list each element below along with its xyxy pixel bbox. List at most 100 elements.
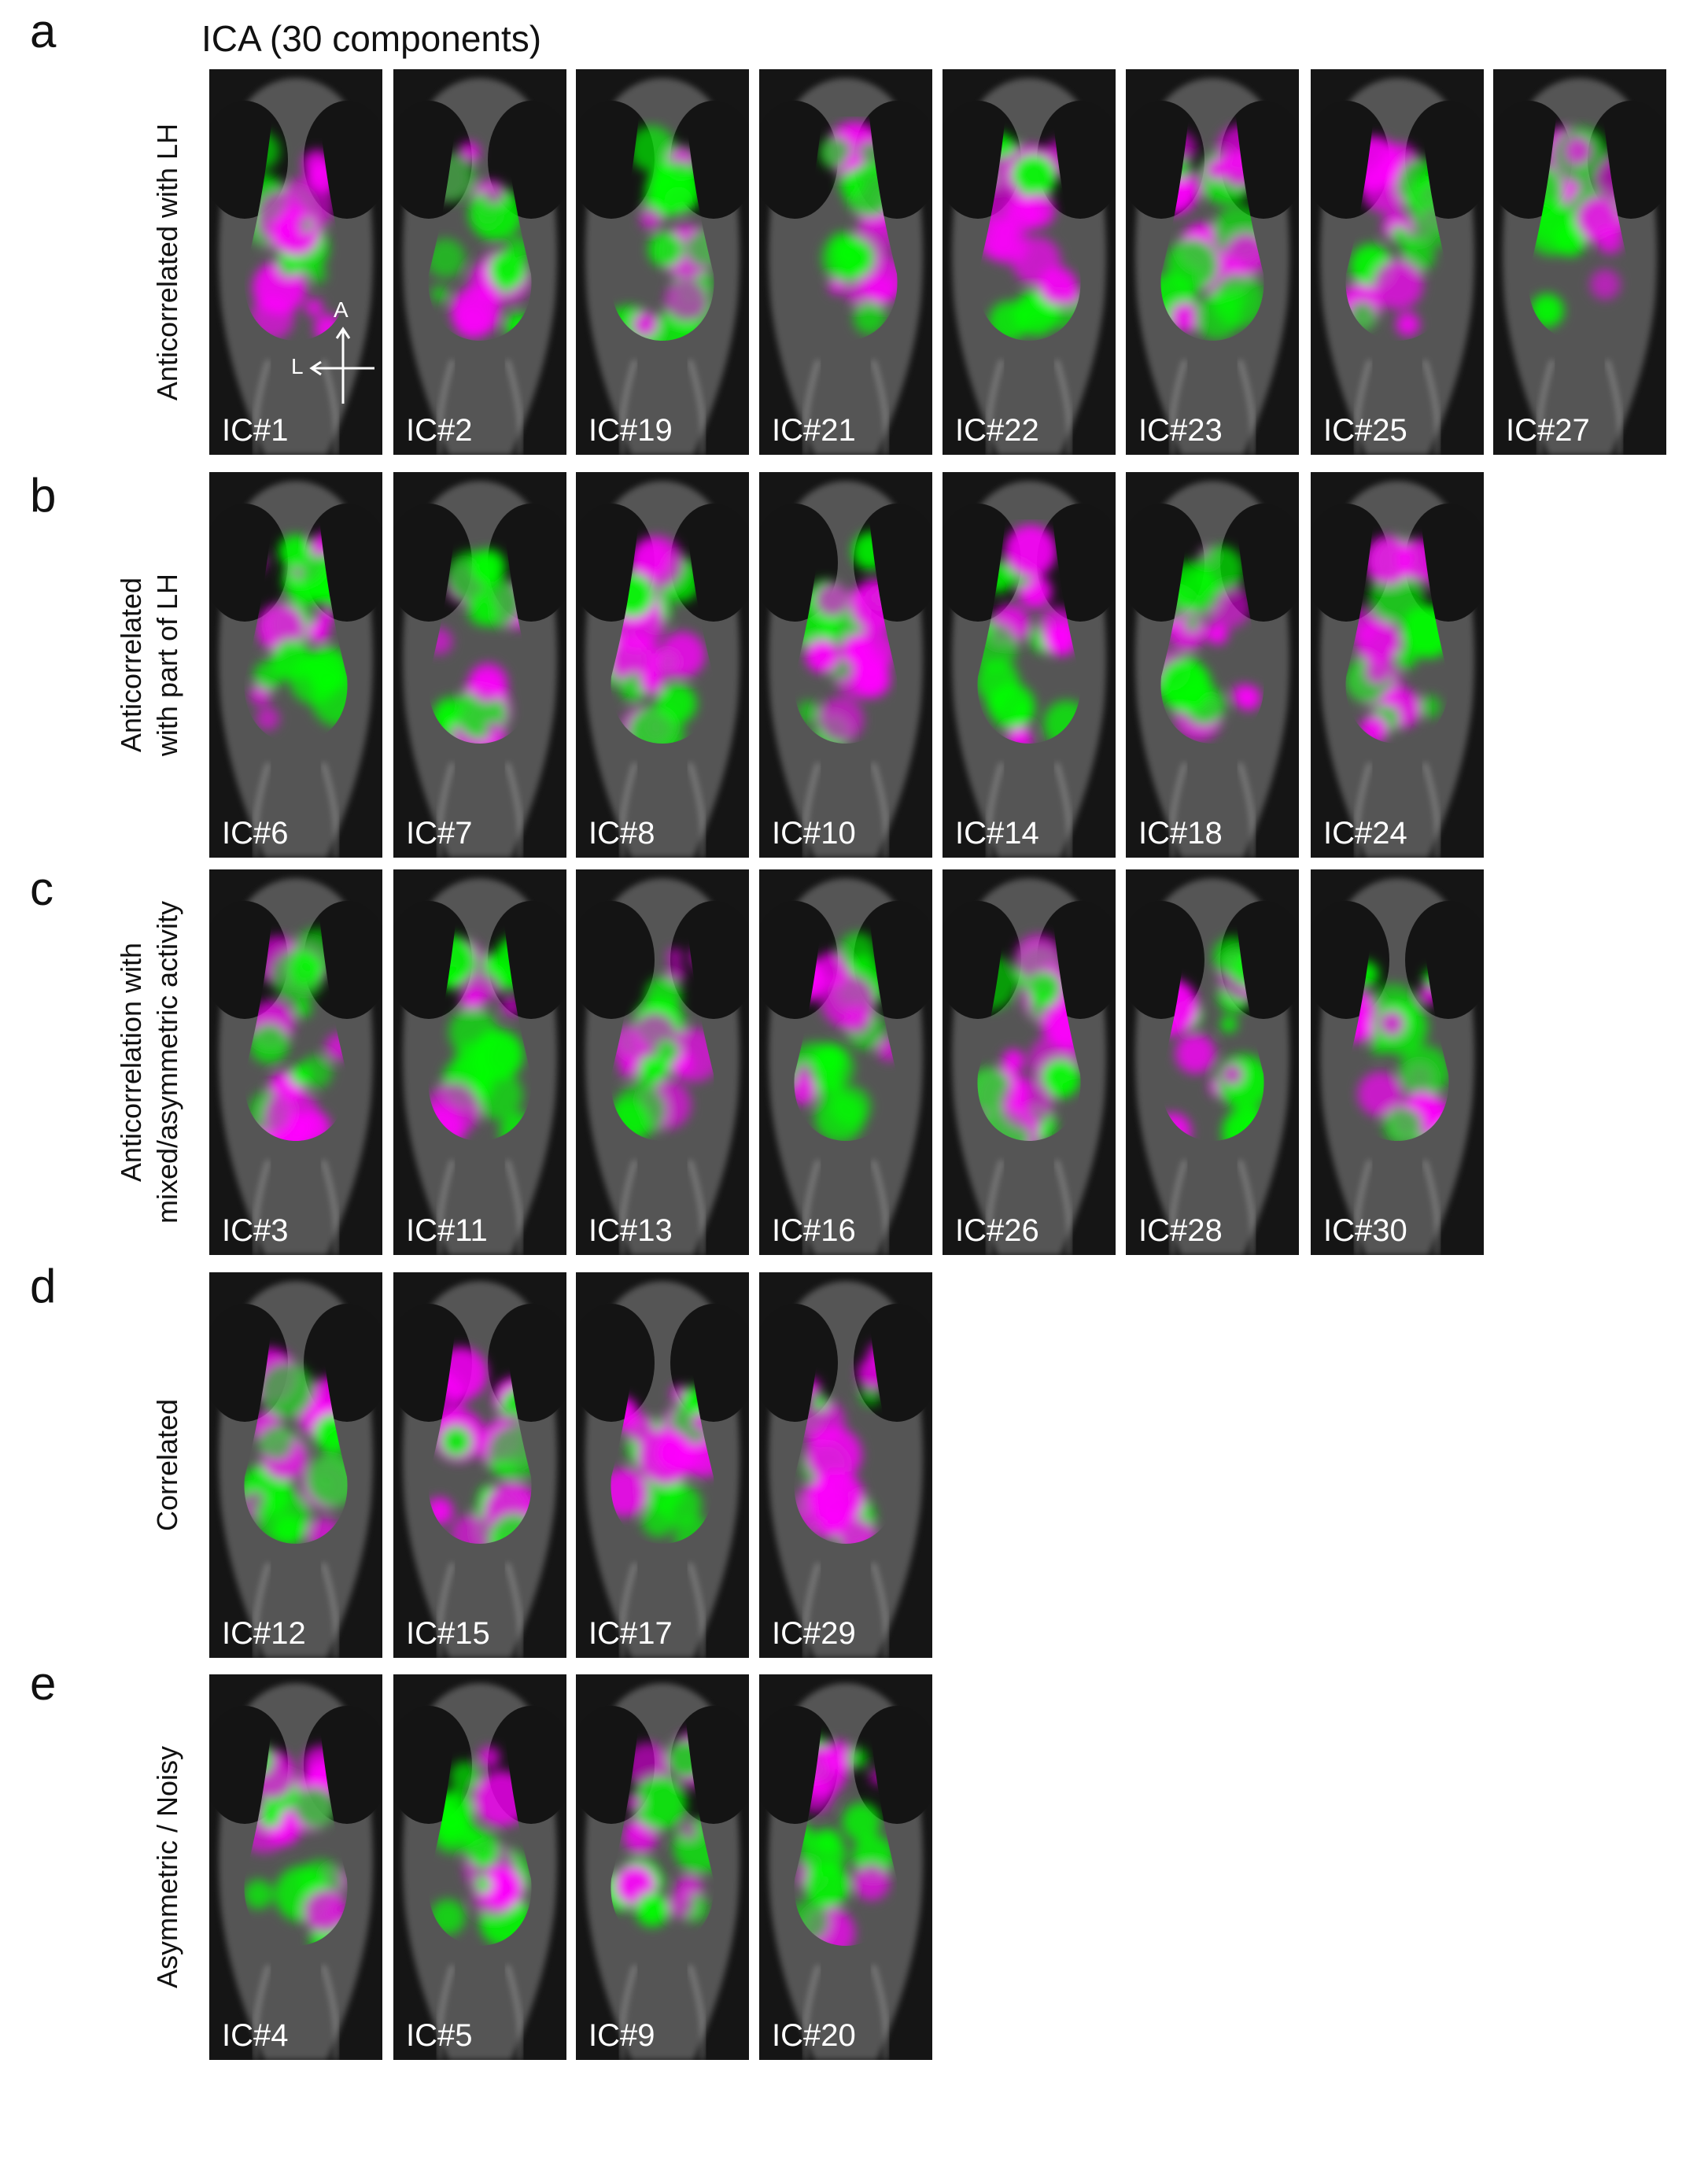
panel-letter-b: b bbox=[30, 469, 57, 522]
brain-image bbox=[759, 1683, 932, 2060]
brain-panel: IC#3 bbox=[209, 869, 382, 1255]
panel-letter-c: c bbox=[30, 862, 53, 915]
component-label: IC#14 bbox=[955, 816, 1039, 851]
row-label-line: Correlated bbox=[151, 1398, 183, 1532]
component-label: IC#16 bbox=[772, 1213, 856, 1248]
row-label-line: with part of LH bbox=[151, 573, 183, 757]
component-label: IC#13 bbox=[588, 1213, 673, 1248]
component-label: IC#3 bbox=[222, 1213, 289, 1248]
row-label-line: mixed/asymmetric activity bbox=[151, 900, 183, 1224]
brain-image bbox=[393, 878, 566, 1255]
brain-panel: IC#8 bbox=[576, 472, 749, 858]
component-label: IC#5 bbox=[406, 2018, 473, 2053]
component-label: IC#20 bbox=[772, 2018, 856, 2053]
brain-panel: IC#7 bbox=[393, 472, 566, 858]
brain-panel: IC#30 bbox=[1311, 869, 1484, 1255]
brain-image bbox=[393, 1281, 566, 1658]
brain-image bbox=[1311, 481, 1484, 858]
row-label: Correlated bbox=[149, 1272, 186, 1658]
brain-image bbox=[759, 1281, 932, 1658]
component-label: IC#1 bbox=[222, 413, 289, 448]
component-label: IC#28 bbox=[1138, 1213, 1223, 1248]
brain-panel: IC#2 bbox=[393, 69, 566, 455]
component-label: IC#11 bbox=[406, 1213, 488, 1248]
brain-image bbox=[576, 78, 749, 455]
panel-letter-e: e bbox=[30, 1657, 57, 1710]
brain-panel: IC#24 bbox=[1311, 472, 1484, 858]
brain-panel: IC#22 bbox=[943, 69, 1116, 455]
brain-panel: IC#26 bbox=[943, 869, 1116, 1255]
brain-image bbox=[393, 1683, 566, 2060]
brain-image bbox=[209, 1683, 382, 2060]
brain-image bbox=[393, 78, 566, 455]
component-label: IC#21 bbox=[772, 413, 856, 448]
component-label: IC#23 bbox=[1138, 413, 1223, 448]
row-label: Anticorrelation with mixed/asymmetric act… bbox=[113, 869, 186, 1255]
brain-panel: IC#28 bbox=[1126, 869, 1299, 1255]
component-label: IC#29 bbox=[772, 1616, 856, 1651]
brain-image bbox=[393, 481, 566, 858]
brain-image bbox=[576, 481, 749, 858]
panel-letter-a: a bbox=[30, 5, 57, 57]
brain-panel: IC#27 bbox=[1493, 69, 1666, 455]
brain-panel: IC#6 bbox=[209, 472, 382, 858]
brain-panel: IC#1 A L bbox=[209, 69, 382, 455]
brain-panel: IC#5 bbox=[393, 1674, 566, 2060]
brain-panel: IC#17 bbox=[576, 1272, 749, 1658]
brain-image bbox=[943, 78, 1116, 455]
brain-image bbox=[759, 878, 932, 1255]
brain-panel: IC#12 bbox=[209, 1272, 382, 1658]
brain-image bbox=[1126, 78, 1299, 455]
figure-title: ICA (30 components) bbox=[201, 18, 542, 59]
brain-panel: IC#23 bbox=[1126, 69, 1299, 455]
component-label: IC#18 bbox=[1138, 816, 1223, 851]
brain-image bbox=[943, 878, 1116, 1255]
component-label: IC#2 bbox=[406, 413, 473, 448]
component-label: IC#22 bbox=[955, 413, 1039, 448]
brain-image bbox=[209, 1281, 382, 1658]
brain-panel: IC#16 bbox=[759, 869, 932, 1255]
brain-image bbox=[209, 878, 382, 1255]
brain-panel: IC#25 bbox=[1311, 69, 1484, 455]
row-label-line: Anticorrelated with LH bbox=[151, 123, 183, 401]
component-label: IC#19 bbox=[588, 413, 673, 448]
brain-image bbox=[1126, 878, 1299, 1255]
brain-image bbox=[1311, 78, 1484, 455]
brain-image bbox=[209, 78, 382, 455]
brain-panel: IC#15 bbox=[393, 1272, 566, 1658]
brain-panel: IC#10 bbox=[759, 472, 932, 858]
component-label: IC#10 bbox=[772, 816, 856, 851]
component-label: IC#12 bbox=[222, 1616, 306, 1651]
brain-panel: IC#18 bbox=[1126, 472, 1299, 858]
brain-image bbox=[1311, 878, 1484, 1255]
component-label: IC#7 bbox=[406, 816, 473, 851]
brain-panel: IC#4 bbox=[209, 1674, 382, 2060]
row-label: Asymmetric / Noisy bbox=[149, 1674, 186, 2060]
brain-image bbox=[943, 481, 1116, 858]
component-label: IC#9 bbox=[588, 2018, 655, 2053]
component-label: IC#15 bbox=[406, 1616, 490, 1651]
component-label: IC#30 bbox=[1323, 1213, 1407, 1248]
component-label: IC#24 bbox=[1323, 816, 1407, 851]
component-label: IC#6 bbox=[222, 816, 289, 851]
component-label: IC#26 bbox=[955, 1213, 1039, 1248]
brain-image bbox=[1493, 78, 1666, 455]
row-label-line: Anticorrelated bbox=[115, 577, 147, 753]
brain-image bbox=[576, 878, 749, 1255]
brain-panel: IC#21 bbox=[759, 69, 932, 455]
component-label: IC#25 bbox=[1323, 413, 1407, 448]
brain-panel: IC#11 bbox=[393, 869, 566, 1255]
brain-image bbox=[759, 78, 932, 455]
row-label-line: Anticorrelation with bbox=[115, 942, 147, 1183]
brain-panel: IC#29 bbox=[759, 1272, 932, 1658]
brain-panel: IC#14 bbox=[943, 472, 1116, 858]
brain-image bbox=[576, 1281, 749, 1658]
brain-image bbox=[209, 481, 382, 858]
component-label: IC#8 bbox=[588, 816, 655, 851]
brain-panel: IC#19 bbox=[576, 69, 749, 455]
row-label: Anticorrelated with LH bbox=[149, 69, 186, 455]
component-label: IC#4 bbox=[222, 2018, 289, 2053]
brain-image bbox=[576, 1683, 749, 2060]
brain-panel: IC#20 bbox=[759, 1674, 932, 2060]
component-label: IC#17 bbox=[588, 1616, 673, 1651]
